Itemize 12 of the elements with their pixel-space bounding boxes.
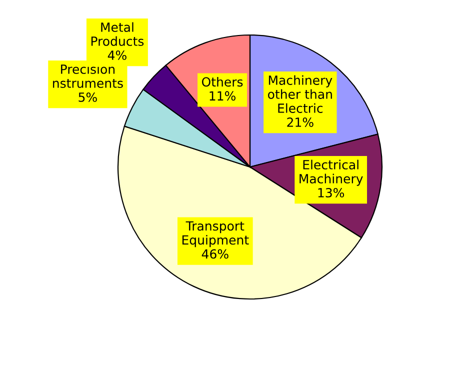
data-label: 4%	[108, 50, 126, 60]
slice-label: Others	[202, 76, 243, 87]
data-label: 21%	[287, 118, 314, 127]
data-label: 5%	[78, 92, 97, 102]
slice-label: Transport Equipment	[182, 221, 249, 248]
slice-label: Machinery other than Electric	[268, 75, 332, 113]
slice-label: Precision nstruments	[53, 64, 123, 88]
data-label: 11%	[210, 91, 236, 101]
slice-label: Metal Products	[91, 22, 144, 46]
data-label: 46%	[202, 249, 228, 259]
data-label: 13%	[318, 188, 344, 198]
slice-label: Electrical Machinery	[300, 160, 363, 186]
